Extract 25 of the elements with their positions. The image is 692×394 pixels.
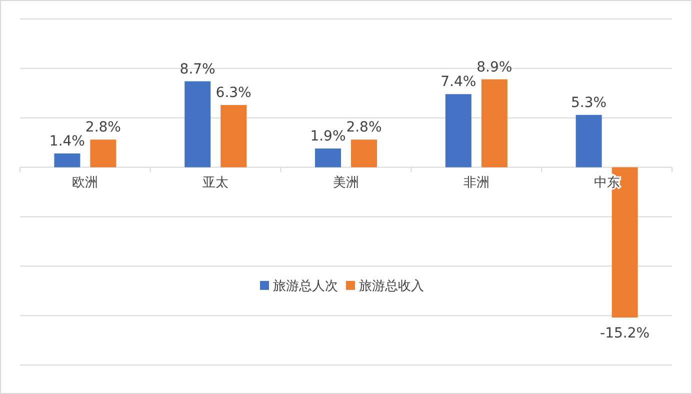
bar — [184, 81, 211, 168]
bar — [54, 153, 80, 168]
x-tick-label: 亚太 — [202, 175, 229, 190]
data-label: 8.9% — [476, 59, 512, 76]
data-label: 8.7% — [180, 61, 216, 78]
bar — [351, 140, 377, 168]
data-label: 2.8% — [85, 120, 121, 136]
x-tick-label: 美洲 — [333, 174, 359, 190]
data-label: 2.8% — [346, 120, 382, 136]
bar — [220, 105, 247, 168]
x-tick-label: 非洲 — [463, 175, 490, 190]
data-label: 5.3% — [571, 94, 607, 111]
data-label: 6.3% — [216, 85, 252, 102]
data-label: 1.4% — [49, 133, 85, 150]
data-label: -15.2% — [600, 326, 650, 342]
bar — [481, 79, 508, 168]
data-label: 1.9% — [310, 128, 346, 145]
bar — [90, 140, 116, 168]
legend-label: 旅游总收入 — [359, 278, 424, 294]
bar — [445, 94, 472, 168]
x-tick-label: 欧洲 — [72, 175, 98, 190]
legend-label: 旅游总人次 — [273, 278, 338, 294]
bar — [576, 114, 602, 168]
bar — [315, 148, 341, 168]
data-label: 7.4% — [440, 74, 476, 90]
